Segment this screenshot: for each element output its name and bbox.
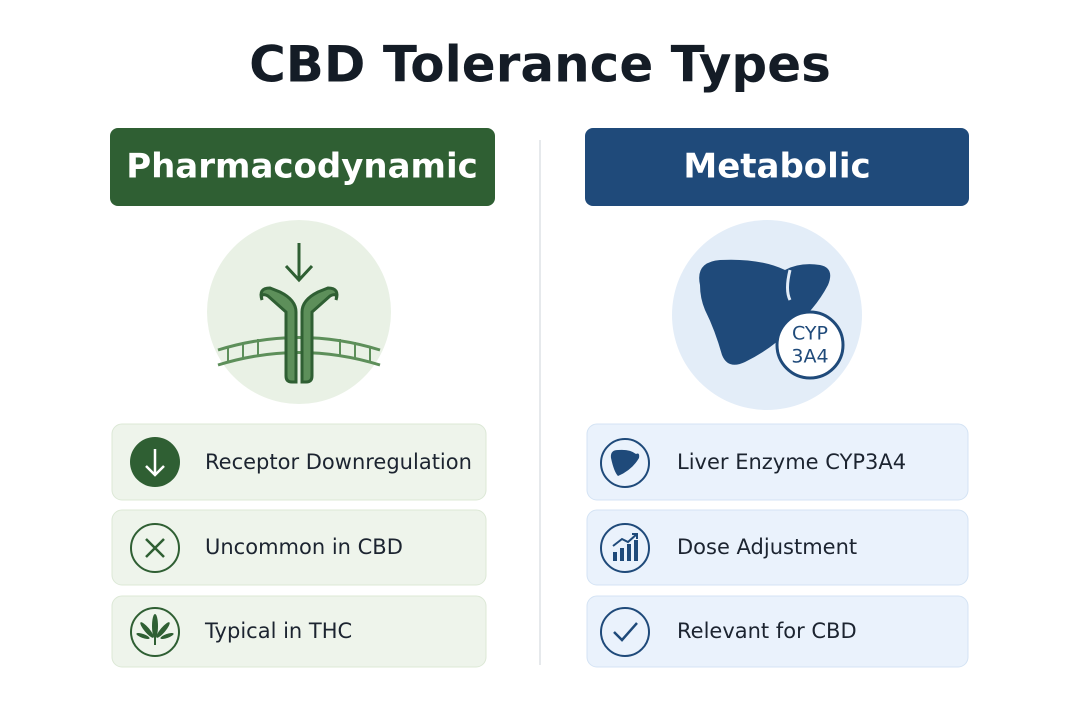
item-label: Dose Adjustment [677,535,857,559]
badge-line: 3A4 [791,346,828,368]
item-card: Dose Adjustment [586,509,969,586]
item-card: Relevant for CBD [586,595,969,668]
title: CBD Tolerance Types [249,36,831,94]
item-label: Relevant for CBD [677,619,857,643]
header-box [585,128,969,206]
badge-line: CYP [792,323,828,345]
item-card: Typical in THC [111,595,487,668]
item-label: Liver Enzyme CYP3A4 [677,450,906,474]
header: Pharmacodynamic [126,147,478,187]
item-card: Uncommon in CBD [111,509,487,586]
item-card: Receptor Downregulation [111,423,487,501]
liver-illustration: CYP 3A4 [672,220,862,410]
item-label: Receptor Downregulation [205,450,472,474]
item-card: Liver Enzyme CYP3A4 [586,423,969,501]
item-label: Uncommon in CBD [205,535,403,559]
receptor-illustration [207,220,391,404]
header: Metabolic [683,147,870,187]
header-box [110,128,495,206]
item-label: Typical in THC [204,619,352,643]
